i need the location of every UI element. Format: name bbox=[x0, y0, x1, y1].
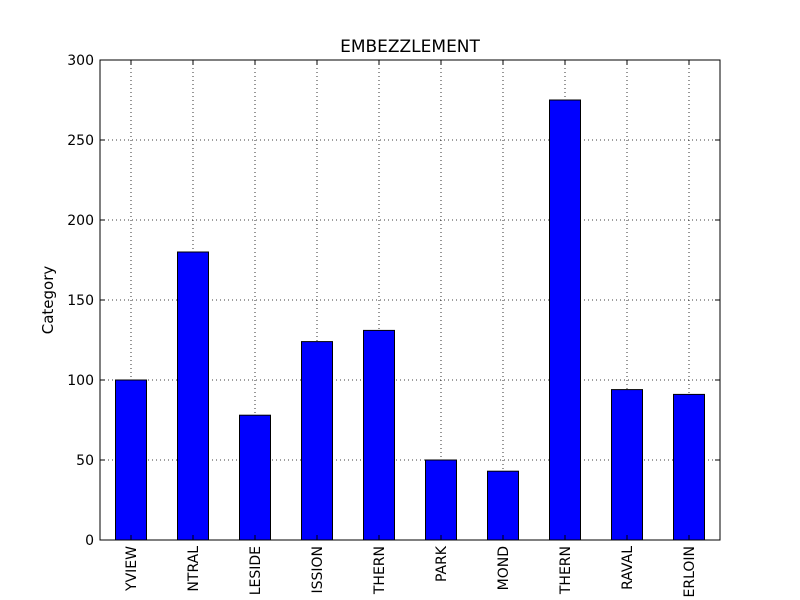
x-tick-label: NTRAL bbox=[186, 546, 202, 592]
y-tick-label: 200 bbox=[67, 213, 94, 229]
x-tick-label: YVIEW bbox=[124, 546, 140, 592]
x-tick-label: PARK bbox=[434, 545, 450, 582]
x-tick-label: ISSION bbox=[310, 546, 326, 594]
bar bbox=[115, 379, 147, 541]
bar bbox=[425, 459, 457, 541]
x-tick-label: MOND bbox=[496, 546, 512, 590]
x-tick-label: LESIDE bbox=[248, 546, 264, 595]
x-tick-label: RAVAL bbox=[620, 546, 636, 590]
y-tick-label: 100 bbox=[67, 373, 94, 389]
y-tick-label: 250 bbox=[67, 133, 94, 149]
bars bbox=[115, 99, 705, 541]
y-tick-label: 300 bbox=[67, 53, 94, 69]
bar bbox=[177, 251, 209, 541]
x-tick-label: ERLOIN bbox=[682, 546, 698, 598]
bar bbox=[487, 470, 519, 541]
y-tick-label: 0 bbox=[85, 533, 94, 549]
bar bbox=[363, 329, 395, 541]
x-tick-label: THERN bbox=[372, 546, 388, 595]
bar bbox=[549, 99, 581, 541]
x-tick-label: THERN bbox=[558, 546, 574, 595]
bar bbox=[301, 341, 333, 541]
bar bbox=[673, 393, 705, 541]
axis-ticks: 0 50 100 150 200 250 300 YVIEW NTRAL LESIDE ISSION… bbox=[67, 53, 720, 598]
y-axis-label: Category bbox=[39, 266, 57, 335]
y-tick-label: 50 bbox=[76, 453, 94, 469]
chart-title: EMBEZZLEMENT bbox=[340, 37, 480, 57]
bar bbox=[611, 389, 643, 541]
y-tick-label: 150 bbox=[67, 293, 94, 309]
bar bbox=[239, 414, 271, 541]
